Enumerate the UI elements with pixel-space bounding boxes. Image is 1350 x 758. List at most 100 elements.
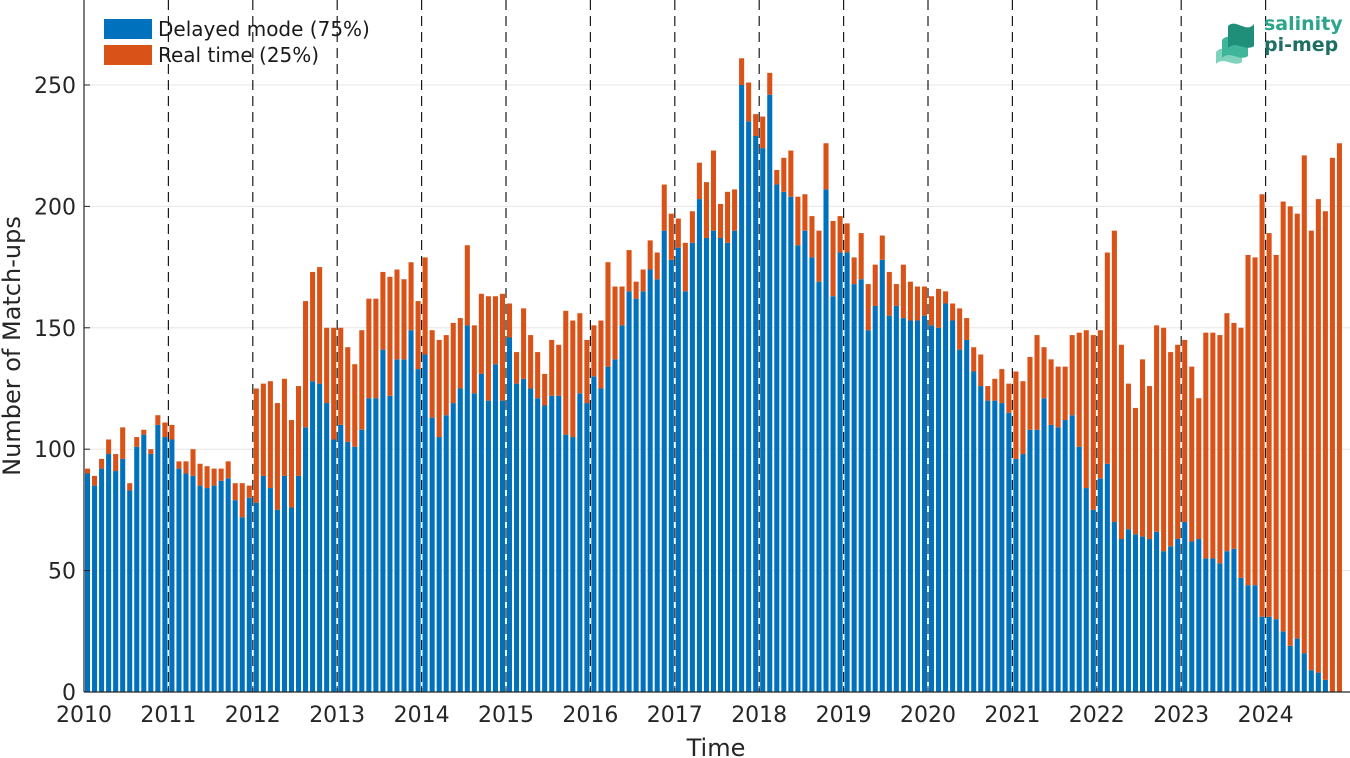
bar-delayed bbox=[1076, 446, 1082, 692]
bar-delayed bbox=[914, 320, 920, 692]
bar-delayed bbox=[92, 485, 98, 692]
bar-realtime bbox=[1308, 230, 1314, 671]
bar-realtime bbox=[1231, 322, 1237, 549]
bar-realtime bbox=[359, 330, 365, 430]
bar-delayed bbox=[408, 330, 414, 692]
bar-realtime bbox=[120, 427, 126, 459]
bar-realtime bbox=[471, 325, 477, 394]
x-tick-label: 2015 bbox=[478, 703, 534, 728]
bar-delayed bbox=[1252, 585, 1258, 692]
bar-realtime bbox=[626, 250, 632, 292]
bar-realtime bbox=[921, 286, 928, 316]
legend-label-realtime: Real time (25%) bbox=[158, 43, 320, 67]
bar-delayed bbox=[345, 441, 351, 692]
bar-delayed bbox=[732, 230, 738, 692]
bar-realtime bbox=[211, 468, 217, 486]
x-tick-label: 2022 bbox=[1069, 703, 1125, 728]
bar-delayed bbox=[1048, 424, 1054, 692]
bar-delayed bbox=[401, 359, 407, 692]
bar-delayed bbox=[141, 434, 147, 692]
bar-realtime bbox=[760, 116, 766, 149]
bar-delayed bbox=[478, 373, 484, 692]
bar-realtime bbox=[668, 213, 674, 260]
bar-realtime bbox=[914, 286, 920, 321]
bar-realtime bbox=[1287, 206, 1293, 646]
bar-realtime bbox=[633, 281, 639, 299]
bar-realtime bbox=[295, 386, 302, 476]
bar-delayed bbox=[781, 191, 787, 692]
bar-delayed bbox=[809, 257, 815, 692]
bar-realtime bbox=[176, 461, 182, 469]
bar-delayed bbox=[612, 359, 618, 692]
bar-realtime bbox=[155, 415, 161, 425]
bar-delayed bbox=[394, 359, 400, 692]
bar-realtime bbox=[999, 369, 1005, 404]
bar-delayed bbox=[120, 458, 126, 692]
bar-delayed bbox=[985, 400, 991, 692]
y-tick-label: 150 bbox=[34, 317, 76, 342]
bar-realtime bbox=[802, 194, 808, 231]
bar-realtime bbox=[640, 269, 646, 292]
bar-delayed bbox=[506, 337, 513, 692]
x-tick-label: 2021 bbox=[984, 703, 1040, 728]
bar-realtime bbox=[492, 296, 498, 365]
bar-realtime bbox=[274, 403, 280, 510]
x-tick-label: 2018 bbox=[731, 703, 787, 728]
bar-delayed bbox=[886, 315, 892, 692]
bar-delayed bbox=[1238, 577, 1244, 692]
waves-logo-icon bbox=[1216, 23, 1254, 64]
bar-delayed bbox=[422, 354, 428, 692]
bar-realtime bbox=[267, 381, 273, 489]
bar-realtime bbox=[1013, 371, 1019, 459]
bar-delayed bbox=[1266, 616, 1272, 692]
year-separators bbox=[167, 0, 1267, 692]
bar-realtime bbox=[127, 483, 133, 491]
bar-delayed bbox=[950, 320, 956, 692]
bar-delayed bbox=[1125, 529, 1131, 692]
bar-realtime bbox=[746, 82, 752, 122]
bar-realtime bbox=[197, 463, 203, 486]
x-tick-label: 2010 bbox=[56, 703, 112, 728]
bar-delayed bbox=[1147, 539, 1153, 692]
bar-realtime bbox=[696, 162, 702, 200]
bar-delayed bbox=[253, 502, 259, 692]
bar-realtime bbox=[1069, 335, 1075, 416]
bar-delayed bbox=[218, 480, 224, 692]
bar-delayed bbox=[1097, 478, 1103, 692]
bar-realtime bbox=[1161, 327, 1167, 552]
bar-realtime bbox=[788, 150, 794, 197]
bar-delayed bbox=[190, 475, 196, 692]
bar-delayed bbox=[1062, 420, 1068, 692]
bar-delayed bbox=[99, 468, 105, 692]
legend-swatch-delayed bbox=[104, 19, 152, 39]
bar-delayed bbox=[317, 383, 323, 692]
bar-delayed bbox=[689, 242, 695, 693]
bar-delayed bbox=[535, 398, 541, 692]
bar-realtime bbox=[598, 320, 604, 389]
bar-delayed bbox=[499, 400, 506, 692]
bar-realtime bbox=[521, 308, 527, 379]
y-tick-label: 50 bbox=[48, 560, 76, 585]
bar-realtime bbox=[1266, 233, 1272, 617]
bar-realtime bbox=[169, 424, 175, 440]
bar-realtime bbox=[647, 240, 653, 270]
bar-delayed bbox=[366, 398, 372, 692]
bar-delayed bbox=[1104, 463, 1110, 692]
bar-realtime bbox=[1196, 398, 1202, 540]
bar-realtime bbox=[1315, 199, 1321, 673]
bar-realtime bbox=[844, 223, 850, 253]
bar-delayed bbox=[1069, 415, 1075, 692]
bar-realtime bbox=[1252, 257, 1258, 586]
bar-realtime bbox=[816, 230, 822, 282]
bar-delayed bbox=[352, 446, 358, 692]
bar-delayed bbox=[1196, 539, 1202, 692]
bar-delayed bbox=[851, 284, 857, 692]
bar-realtime bbox=[310, 271, 316, 382]
bar-delayed bbox=[767, 94, 773, 692]
bar-realtime bbox=[1006, 383, 1012, 413]
bar-delayed bbox=[267, 488, 273, 692]
bar-realtime bbox=[612, 286, 618, 360]
bar-realtime bbox=[675, 218, 681, 248]
bar-delayed bbox=[1168, 546, 1174, 692]
bar-delayed bbox=[1139, 536, 1146, 692]
